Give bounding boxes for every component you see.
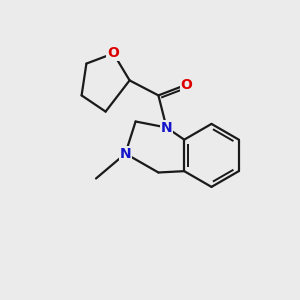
Text: O: O	[181, 78, 193, 92]
Text: N: N	[161, 121, 172, 134]
Text: O: O	[107, 46, 119, 60]
Text: N: N	[120, 147, 131, 160]
